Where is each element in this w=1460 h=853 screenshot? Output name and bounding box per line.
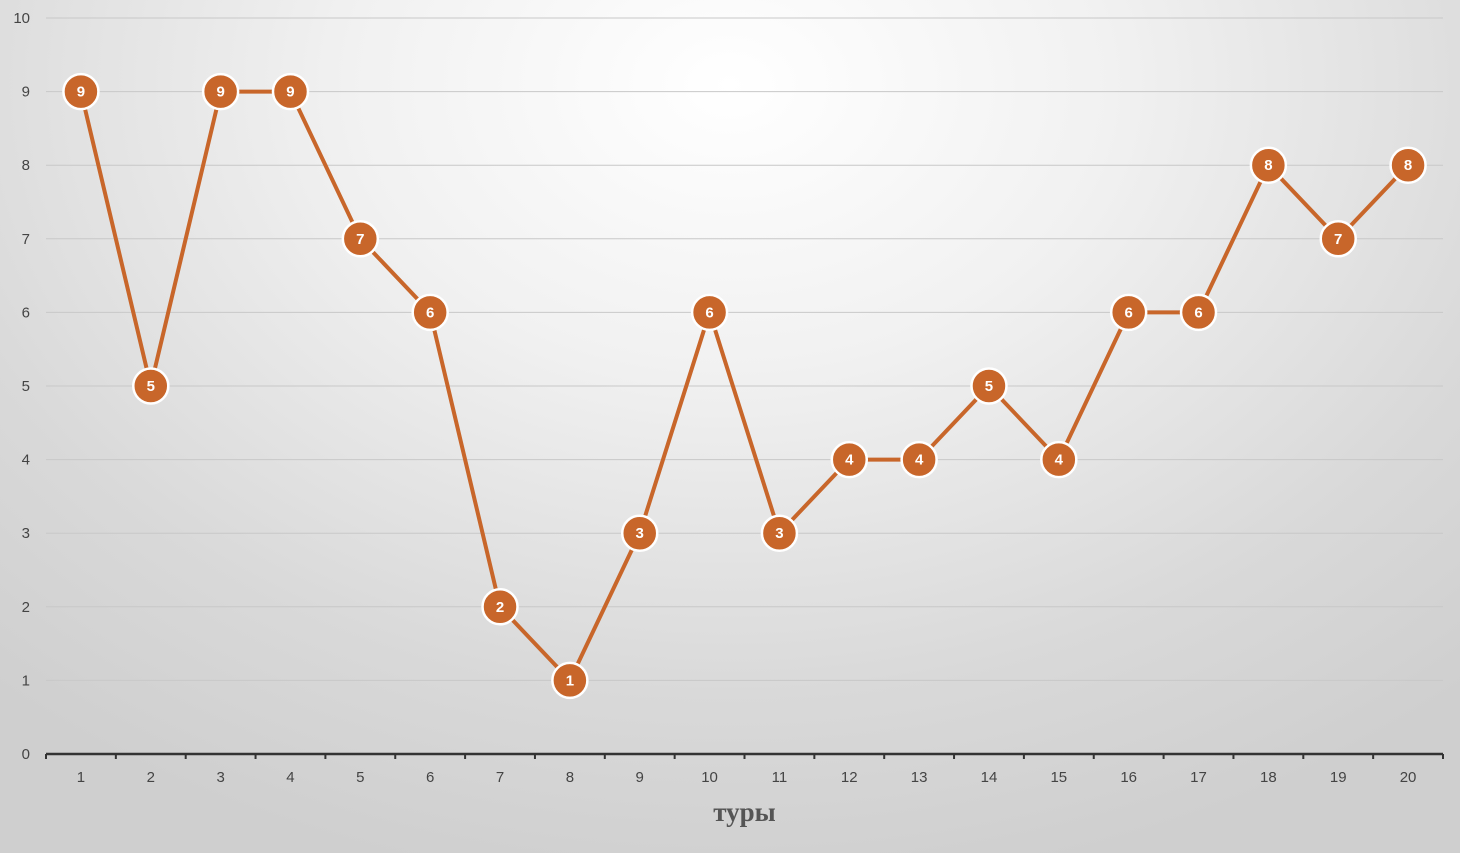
data-label: 3 (636, 525, 644, 542)
data-point (970, 367, 1008, 405)
data-point (620, 514, 659, 552)
data-label: 6 (1125, 304, 1133, 321)
data-point (1249, 146, 1288, 184)
y-tick-label: 2 (22, 599, 30, 616)
data-point (1109, 293, 1148, 332)
x-tick-label: 19 (1330, 769, 1347, 786)
y-tick-label: 9 (22, 84, 30, 101)
data-point (551, 661, 589, 700)
data-label: 7 (356, 231, 364, 248)
data-label: 2 (496, 599, 504, 616)
data-point (1040, 440, 1078, 479)
data-point (900, 440, 938, 479)
x-tick-label: 15 (1050, 769, 1067, 786)
x-tick-label: 1 (77, 769, 85, 786)
x-axis (45, 752, 1444, 759)
data-label: 1 (566, 672, 574, 689)
y-tick-label: 3 (22, 525, 30, 542)
data-label: 4 (915, 452, 924, 469)
data-label: 4 (845, 452, 854, 469)
y-tick-label: 7 (22, 231, 30, 248)
y-tick-label: 6 (22, 304, 30, 321)
x-tick-label: 10 (701, 769, 718, 786)
x-tick-label: 9 (636, 769, 644, 786)
x-tick-label: 17 (1190, 769, 1207, 786)
data-point (1179, 293, 1218, 332)
data-label: 3 (775, 525, 783, 542)
x-tick-label: 5 (356, 769, 364, 786)
x-tick-label: 20 (1400, 769, 1417, 786)
y-tick-label: 10 (13, 10, 30, 27)
data-label: 6 (1194, 304, 1202, 321)
data-label: 8 (1264, 157, 1272, 174)
data-point (481, 588, 519, 626)
data-point (341, 220, 380, 258)
data-label: 7 (1334, 231, 1342, 248)
data-point (411, 293, 449, 332)
data-label: 9 (216, 84, 224, 101)
y-tick-label: 0 (22, 746, 30, 763)
x-tick-label: 8 (566, 769, 574, 786)
data-label: 9 (77, 84, 85, 101)
data-point (1389, 146, 1427, 184)
x-tick-label: 13 (911, 769, 928, 786)
y-tick-label: 8 (22, 157, 30, 174)
x-tick-label: 7 (496, 769, 504, 786)
data-point (760, 514, 799, 552)
y-tick-label: 4 (22, 452, 30, 469)
gridlines (46, 17, 1443, 681)
x-tick-label: 2 (147, 769, 155, 786)
data-label: 8 (1404, 157, 1412, 174)
x-tick-label: 16 (1120, 769, 1137, 786)
data-label: 4 (1055, 452, 1064, 469)
data-point (62, 72, 100, 111)
data-label: 5 (147, 378, 155, 395)
y-tick-label: 1 (22, 672, 30, 689)
data-point (132, 367, 170, 405)
data-label: 9 (286, 84, 294, 101)
data-point (830, 440, 869, 479)
data-point (1319, 220, 1357, 258)
y-axis-tick-labels: 0 1 2 3 4 5 6 7 8 9 10 (13, 10, 30, 763)
x-tick-label: 14 (981, 769, 998, 786)
x-tick-label: 18 (1260, 769, 1277, 786)
x-tick-label: 6 (426, 769, 434, 786)
x-axis-tick-labels: 1 2 3 4 5 6 7 8 9 10 11 12 13 14 15 16 17 18 19 20 (77, 769, 1417, 786)
data-point (271, 72, 310, 111)
data-label: 6 (705, 304, 713, 321)
x-axis-title: туры (713, 797, 776, 827)
x-tick-label: 11 (772, 769, 788, 786)
x-tick-label: 4 (286, 769, 294, 786)
y-tick-label: 5 (22, 378, 30, 395)
data-label: 6 (426, 304, 434, 321)
data-point (201, 72, 240, 111)
data-markers: 9 5 9 9 7 6 2 1 3 6 3 4 4 5 4 6 6 8 7 8 (62, 72, 1427, 700)
data-point (690, 293, 729, 332)
data-label: 5 (985, 378, 993, 395)
x-tick-label: 3 (216, 769, 224, 786)
x-tick-label: 12 (841, 769, 858, 786)
